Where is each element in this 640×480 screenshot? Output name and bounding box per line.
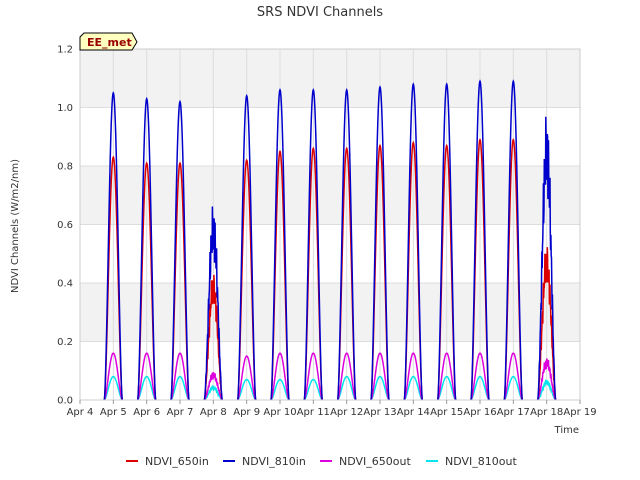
x-tick-label: Apr 13 bbox=[363, 407, 396, 418]
x-tick-label: Apr 15 bbox=[430, 407, 463, 418]
y-tick-label: 0.0 bbox=[57, 396, 73, 407]
legend-label: NDVI_810out bbox=[445, 455, 517, 468]
x-tick-label: Apr 19 bbox=[563, 407, 596, 418]
site-badge: EE_met bbox=[79, 32, 138, 51]
x-tick-label: Apr 5 bbox=[100, 407, 127, 418]
x-axis-ticks: Apr 4 Apr 5 Apr 6 Apr 7 Apr 8 Apr 9 Apr 10 Apr … bbox=[67, 400, 597, 418]
site-badge-label: EE_met bbox=[87, 36, 132, 49]
series-line-ndvi-650out bbox=[103, 352, 557, 401]
x-tick-label: Apr 11 bbox=[297, 407, 330, 418]
legend-label: NDVI_650in bbox=[145, 455, 209, 468]
x-tick-label: Apr 14 bbox=[397, 407, 430, 418]
plot-frame bbox=[79, 48, 581, 401]
x-axis-label: Time bbox=[554, 425, 579, 436]
series-line-ndvi-810out bbox=[103, 375, 556, 401]
x-tick-label: Apr 12 bbox=[330, 407, 363, 418]
legend-label: NDVI_810in bbox=[242, 455, 306, 468]
plot-bands bbox=[80, 49, 580, 342]
x-tick-label: Apr 17 bbox=[497, 407, 530, 418]
legend: NDVI_650in NDVI_810in NDVI_650out NDVI_810o… bbox=[126, 455, 517, 468]
legend-label: NDVI_650out bbox=[339, 455, 411, 468]
chart-title: SRS NDVI Channels bbox=[257, 5, 383, 20]
x-tick-label: Apr 10 bbox=[263, 407, 296, 418]
y-tick-label: 1.2 bbox=[57, 45, 73, 56]
x-tick-label: Apr 6 bbox=[133, 407, 160, 418]
y-tick-label: 0.4 bbox=[57, 279, 73, 290]
y-tick-label: 0.6 bbox=[57, 220, 73, 231]
x-tick-label: Apr 4 bbox=[67, 407, 94, 418]
plot-band bbox=[80, 283, 580, 342]
site-badge-box bbox=[79, 32, 138, 51]
x-tick-label: Apr 7 bbox=[167, 407, 194, 418]
x-tick-label: Apr 18 bbox=[530, 407, 563, 418]
y-tick-label: 1.0 bbox=[57, 103, 73, 114]
y-axis-label: NDVI Channels (W/m2/nm) bbox=[10, 159, 21, 293]
y-tick-label: 0.8 bbox=[57, 162, 73, 173]
y-axis-ticks: 0.0 0.2 0.4 0.6 0.8 1.0 1.2 bbox=[57, 45, 73, 407]
x-tick-label: Apr 9 bbox=[233, 407, 260, 418]
x-tick-label: Apr 8 bbox=[200, 407, 227, 418]
x-tick-label: Apr 16 bbox=[463, 407, 496, 418]
y-tick-label: 0.2 bbox=[57, 337, 73, 348]
series-line-ndvi-650in bbox=[103, 138, 557, 401]
series-lines bbox=[83, 79, 557, 401]
plot-band bbox=[80, 49, 580, 108]
series-line-ndvi-810in bbox=[103, 79, 557, 401]
plot-band bbox=[80, 166, 580, 225]
